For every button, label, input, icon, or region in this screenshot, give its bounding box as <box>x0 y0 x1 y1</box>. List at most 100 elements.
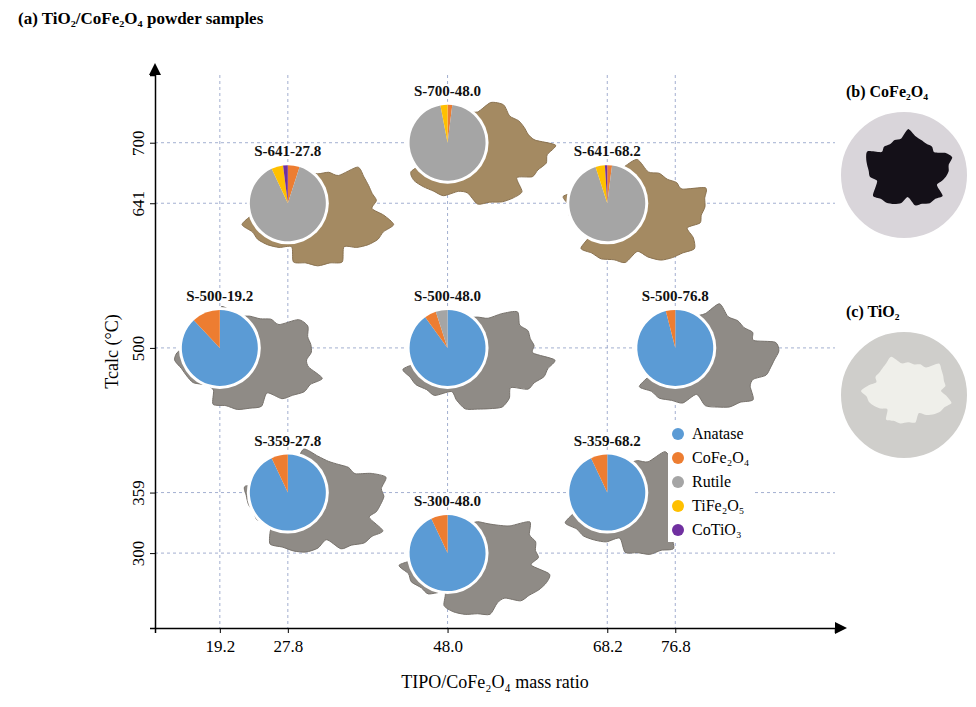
pie-slice <box>637 310 713 386</box>
grid <box>155 75 835 628</box>
sample-pie <box>247 162 329 244</box>
sample-pie <box>566 452 648 534</box>
x-tick-mark <box>288 628 289 633</box>
x-tick-mark <box>607 628 608 633</box>
legend-background <box>668 421 754 542</box>
powder-photo <box>244 449 386 552</box>
pie-slice <box>447 515 448 553</box>
sample-label: S-300-48.0 <box>414 493 481 509</box>
pie-ring <box>407 102 489 184</box>
pie-slice <box>605 165 607 203</box>
x-axis: 19.227.848.068.276.8 <box>156 628 836 656</box>
chart: (a) TiO₂/CoFe₂O₄ powder samples19.227.84… <box>0 0 976 707</box>
pie-ring <box>566 452 648 534</box>
legend-swatch <box>672 476 684 488</box>
pie-slice <box>194 310 220 348</box>
x-tick: 19.2 <box>205 628 235 656</box>
x-axis-title: TIPO/CoFe₂O₄ mass ratio <box>401 672 589 692</box>
pie-slice <box>440 105 447 143</box>
powder-photo <box>175 306 323 409</box>
pie-slice <box>410 310 486 386</box>
y-tick-mark <box>150 553 155 554</box>
pie-slice <box>675 310 676 348</box>
powder-photo <box>563 159 706 262</box>
pie-slice <box>596 165 608 203</box>
pie-slice <box>447 105 448 143</box>
pie-ring <box>179 307 261 389</box>
pie-slice <box>675 310 676 348</box>
sample-label: S-359-68.2 <box>574 433 641 449</box>
pie-slice <box>182 310 258 386</box>
y-tick-mark <box>150 203 155 204</box>
pie-slice <box>607 455 608 493</box>
x-axis-arrow <box>835 622 847 634</box>
legend-swatch <box>672 452 684 464</box>
x-tick: 48.0 <box>433 628 463 656</box>
pie-slice <box>287 455 288 493</box>
pie-slice <box>607 455 608 493</box>
pie-slice <box>219 310 220 348</box>
pie-ring <box>247 452 329 534</box>
y-tick: 500 <box>129 336 155 362</box>
legend-swatch <box>672 500 684 512</box>
pie-slice <box>447 310 448 348</box>
y-axis-line <box>150 76 156 629</box>
legend-swatch <box>672 524 684 536</box>
pie-slice <box>287 455 288 493</box>
x-tick-mark <box>220 628 221 633</box>
y-tick: 359 <box>129 480 155 506</box>
pie-slice <box>250 455 326 531</box>
sample-label: S-641-27.8 <box>254 143 321 159</box>
x-tick-label: 48.0 <box>433 637 463 656</box>
sample-label: S-641-68.2 <box>574 143 641 159</box>
powder-photo <box>242 167 394 266</box>
sample-pie <box>566 162 648 244</box>
sample-label: S-500-48.0 <box>414 288 481 304</box>
x-tick-label: 76.8 <box>661 637 691 656</box>
legend-label: CoTiO₃ <box>692 521 741 538</box>
sample-label: S-500-19.2 <box>186 288 253 304</box>
legend-label: Rutile <box>692 473 731 490</box>
sample-pie <box>179 307 261 389</box>
pie-slice <box>666 310 675 348</box>
pie-slice <box>431 515 447 553</box>
sample-pie <box>247 452 329 534</box>
pie-slice <box>283 165 288 203</box>
sample-pie <box>634 307 716 389</box>
pie-slice <box>287 455 288 493</box>
photo-label: (c) TiO₂ <box>846 303 900 321</box>
pie-slice <box>447 515 448 553</box>
sample-label: S-359-27.8 <box>254 433 321 449</box>
legend-swatch <box>672 428 684 440</box>
pie-ring <box>407 512 489 594</box>
legend-label: CoFe₂O₄ <box>692 449 750 466</box>
pie-slice <box>569 455 645 531</box>
y-tick-mark <box>150 348 155 349</box>
y-tick: 300 <box>129 541 155 567</box>
pie-slice <box>447 310 448 348</box>
sample-pie <box>407 102 489 184</box>
y-tick: 700 <box>129 130 155 156</box>
photo-frame <box>840 331 968 459</box>
pie-ring <box>407 307 489 389</box>
pie-slice <box>607 455 608 493</box>
y-tick-label: 300 <box>129 541 148 567</box>
x-tick-mark <box>675 628 676 633</box>
pie-slice <box>272 455 288 493</box>
sample-pie <box>407 512 489 594</box>
x-tick: 76.8 <box>661 628 691 656</box>
y-tick-label: 641 <box>129 191 148 217</box>
pie-slice <box>447 515 448 553</box>
x-tick: 27.8 <box>273 628 303 656</box>
y-tick-mark <box>150 493 155 494</box>
y-axis: 300 359 500 641 700 <box>129 76 156 629</box>
pie-slice <box>436 310 448 348</box>
legend-label: Anatase <box>692 425 744 442</box>
pie-slice <box>410 105 486 181</box>
pie-ring <box>247 162 329 244</box>
y-axis-title: Tcalc (°C) <box>102 314 123 388</box>
y-axis-arrow <box>149 63 161 75</box>
y-tick-mark <box>150 143 155 144</box>
plot-area <box>175 102 779 615</box>
x-tick-mark <box>448 628 449 633</box>
